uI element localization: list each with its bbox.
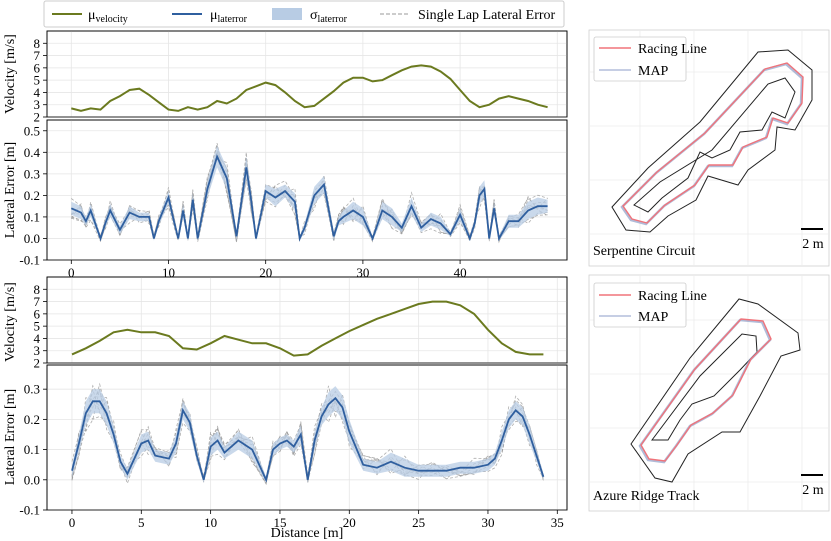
serpentine-map-title: Serpentine Circuit: [593, 244, 695, 259]
y-tick-label: -0.1: [19, 253, 40, 268]
plot-border: [46, 30, 568, 118]
legend-sigma-label: σlaterror: [310, 8, 348, 25]
y-tick-label: 4: [34, 85, 41, 100]
y-tick-label: 4: [34, 331, 41, 346]
y-tick-label: 0.2: [24, 188, 40, 203]
x-tick-label: 30: [481, 515, 494, 530]
azure-racing-line: [640, 318, 772, 462]
y-tick-label: 0.5: [24, 123, 40, 138]
legend-velocity-label: μvelocity: [88, 8, 128, 25]
legend-box: [43, 0, 565, 28]
azure-error-ylabel: Lateral Error [m]: [3, 389, 18, 485]
azure-legend-map-label: MAP: [638, 310, 669, 325]
azure-map-grid: [589, 275, 829, 511]
azure-map-title: Azure Ridge Track: [593, 489, 700, 504]
legend-single-lap-label: Single Lap Lateral Error: [418, 8, 556, 23]
y-tick-label: 2: [34, 110, 41, 125]
serpentine-legend-map-label: MAP: [638, 64, 669, 79]
x-tick-label: 35: [551, 515, 564, 530]
y-tick-label: 8: [34, 282, 41, 297]
azure-scale-label: 2 m: [802, 483, 824, 498]
serpentine-legend-racing-label: Racing Line: [638, 42, 707, 57]
y-tick-label: 3: [34, 343, 41, 358]
y-tick-label: 5: [34, 319, 41, 334]
x-tick-label: 20: [259, 265, 272, 280]
serpentine-velocity-ylabel: Velocity [m/s]: [3, 34, 18, 114]
y-tick-label: 7: [34, 294, 41, 309]
x-tick-label: 0: [68, 265, 75, 280]
single-lap-line: [70, 153, 548, 241]
single-lap-line: [71, 388, 544, 484]
y-tick-label: 6: [34, 60, 41, 75]
y-tick-label: 0.3: [24, 382, 40, 397]
legend-sigma-patch: [272, 8, 302, 20]
legend: μvelocity μlaterror σlaterror Single Lap…: [43, 0, 565, 28]
y-tick-label: 0.3: [24, 166, 40, 181]
y-tick-label: 0.0: [24, 472, 40, 487]
y-tick-label: -0.1: [19, 503, 40, 518]
y-tick-label: 0.4: [24, 145, 41, 160]
legend-laterror-label: μlaterror: [210, 8, 248, 25]
azure-map: Racing Line MAP Azure Ridge Track 2 m: [588, 274, 830, 512]
azure-error-panel: -0.1 0.0 0.1 0.2 0.3 0 5 10 15 20 25 30 35: [19, 364, 568, 530]
x-tick-label: 25: [412, 515, 425, 530]
laterror-mean-line: [71, 396, 545, 483]
y-tick-label: 2: [34, 356, 41, 371]
x-tick-label: 20: [343, 515, 356, 530]
serpentine-scale-label: 2 m: [802, 237, 824, 252]
x-tick-label: 5: [138, 515, 145, 530]
distance-xlabel: Distance [m]: [271, 526, 344, 541]
velocity-mean-line: [71, 300, 544, 357]
y-tick-label: 5: [34, 73, 41, 88]
serpentine-racing-line: [622, 62, 804, 224]
laterror-mean-line: [70, 154, 548, 242]
y-tick-label: 0.2: [24, 412, 40, 427]
velocity-mean-line: [71, 64, 548, 112]
plot-border: [46, 276, 568, 364]
azure-inner-boundary: [651, 333, 758, 441]
x-tick-label: 10: [204, 515, 217, 530]
x-tick-label: 40: [454, 265, 467, 280]
plot-border: [46, 364, 568, 511]
x-tick-label: 0: [69, 515, 76, 530]
y-tick-label: 0.1: [24, 442, 40, 457]
plot-area: [46, 364, 568, 511]
y-tick-label: 3: [34, 97, 41, 112]
x-tick-label: 10: [162, 265, 175, 280]
serpentine-outer-boundary: [611, 49, 813, 233]
azure-legend-racing-label: Racing Line: [638, 289, 707, 304]
serpentine-map: Racing Line MAP Serpentine Circuit 2 m: [588, 29, 830, 267]
plot-area: [46, 276, 568, 364]
x-tick-label: 30: [356, 265, 369, 280]
y-tick-label: 8: [34, 36, 41, 51]
plot-border: [46, 119, 568, 261]
serpentine-inner-boundary: [633, 77, 796, 213]
serpentine-error-panel: -0.1 0.0 0.1 0.2 0.3 0.4 0.5 0 10 20 30 40: [19, 119, 568, 280]
y-tick-label: 7: [34, 48, 41, 63]
y-tick-label: 0.1: [24, 209, 40, 224]
serpentine-error-ylabel: Lateral Error [m]: [3, 142, 18, 238]
azure-velocity-ylabel: Velocity [m/s]: [3, 282, 18, 362]
y-tick-label: 0.0: [24, 231, 40, 246]
y-tick-label: 6: [34, 306, 41, 321]
azure-outer-boundary: [630, 298, 801, 483]
x-tick-label: 15: [273, 515, 286, 530]
